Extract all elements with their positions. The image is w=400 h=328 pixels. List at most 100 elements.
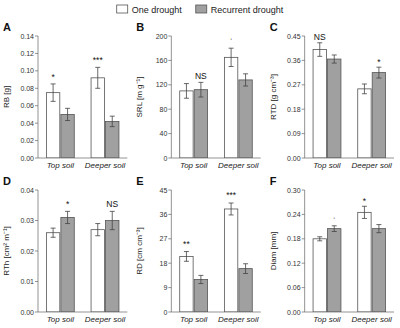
bar <box>91 230 104 312</box>
error-bar <box>229 48 234 66</box>
x-axis-line <box>171 312 260 313</box>
error-cap <box>95 223 100 224</box>
x-axis-line <box>305 312 394 313</box>
legend: One droughtRecurrent drought <box>117 5 284 15</box>
annotation: ˈ <box>333 216 336 226</box>
error-cap <box>229 66 234 67</box>
error-line <box>67 108 68 120</box>
tick-mark <box>302 263 305 264</box>
error-line <box>112 211 113 229</box>
bar <box>180 91 193 158</box>
tick-label: 0.00 <box>20 309 34 316</box>
error-cap <box>362 206 367 207</box>
error-cap <box>229 214 234 215</box>
error-cap <box>362 218 367 219</box>
y-axis-line <box>171 36 172 158</box>
bar <box>180 256 193 312</box>
annotation: *** <box>93 55 104 65</box>
error-bar <box>95 224 100 236</box>
error-cap <box>229 48 234 49</box>
error-bar <box>317 237 322 241</box>
panel: ARB [g]0.000.020.040.060.080.100.120.14T… <box>2 21 127 170</box>
error-cap <box>243 263 248 264</box>
bar <box>224 57 237 158</box>
error-cap <box>243 86 248 87</box>
tick-mark <box>168 214 171 215</box>
tick-mark <box>302 312 305 313</box>
error-bar <box>317 43 322 57</box>
x-tick-label: Top soil <box>313 161 341 170</box>
error-line <box>67 211 68 223</box>
x-tick-label: Top soil <box>180 161 208 170</box>
y-axis-line <box>304 36 305 158</box>
tick-mark <box>168 287 171 288</box>
error-cap <box>110 116 115 117</box>
tick-mark <box>302 109 305 110</box>
tick-mark <box>302 287 305 288</box>
tick-label: 9 <box>163 284 167 291</box>
error-line <box>378 225 379 233</box>
tick-label: 0.02 <box>20 137 34 144</box>
error-line <box>200 82 201 97</box>
tick-mark <box>35 123 38 124</box>
tick-mark <box>35 36 38 37</box>
panel: ERD [cm cm⁻³]0918273645Top soilDeeper so… <box>135 175 260 324</box>
tick-mark <box>168 60 171 61</box>
error-line <box>378 67 379 78</box>
panel-title: D <box>3 175 11 187</box>
panel-title: B <box>136 21 144 33</box>
y-axis-label: RB [g] <box>2 86 11 108</box>
tick-label: 0.06 <box>287 284 301 291</box>
tick-mark <box>35 190 38 191</box>
tick-mark <box>168 36 171 37</box>
error-cap <box>51 237 56 238</box>
error-bar <box>376 225 381 233</box>
tick-label: 0.10 <box>20 67 34 74</box>
error-cap <box>110 126 115 127</box>
tick-mark <box>168 109 171 110</box>
tick-label: 120 <box>156 81 168 88</box>
x-tick-label: Deeper soil <box>218 315 259 324</box>
error-bar <box>51 84 56 101</box>
error-bar <box>376 67 381 78</box>
tick-mark <box>35 105 38 106</box>
error-cap <box>362 93 367 94</box>
error-line <box>334 55 335 63</box>
error-line <box>53 228 54 237</box>
x-tick-label: Deeper soil <box>218 161 259 170</box>
annotation: * <box>51 72 55 82</box>
error-bar <box>332 55 337 63</box>
error-bar <box>65 108 70 120</box>
tick-label: 0.00 <box>20 155 34 162</box>
error-line <box>245 264 246 274</box>
y-axis: 0.000.020.040.060.080.100.120.14 <box>20 33 38 162</box>
error-cap <box>332 54 337 55</box>
plot-area <box>46 211 119 312</box>
tick-label: 0.00 <box>287 309 301 316</box>
y-axis-line <box>38 190 39 312</box>
tick-label: 0 <box>163 155 167 162</box>
error-cap <box>184 251 189 252</box>
tick-mark <box>35 70 38 71</box>
tick-label: 18 <box>160 260 168 267</box>
tick-mark <box>35 220 38 221</box>
annotation: NS <box>314 32 326 42</box>
error-cap <box>332 63 337 64</box>
x-tick-label: Top soil <box>47 315 75 324</box>
plot-area <box>180 48 253 158</box>
y-axis: 04080120160200 <box>156 33 172 162</box>
bar <box>313 239 326 312</box>
tick-mark <box>168 190 171 191</box>
error-cap <box>198 97 203 98</box>
annotation: * <box>66 199 70 209</box>
tick-mark <box>35 88 38 89</box>
tick-label: 0.03 <box>20 217 34 224</box>
error-cap <box>376 78 381 79</box>
panel: BSRL [m g⁻¹]04080120160200Top soilDeeper… <box>135 21 260 170</box>
panel-title: C <box>270 21 278 33</box>
y-axis-label: RTh [cm² m⁻¹] <box>2 226 11 276</box>
error-cap <box>317 236 322 237</box>
error-cap <box>110 229 115 230</box>
panel-title: E <box>136 175 143 187</box>
tick-label: 40 <box>160 130 168 137</box>
